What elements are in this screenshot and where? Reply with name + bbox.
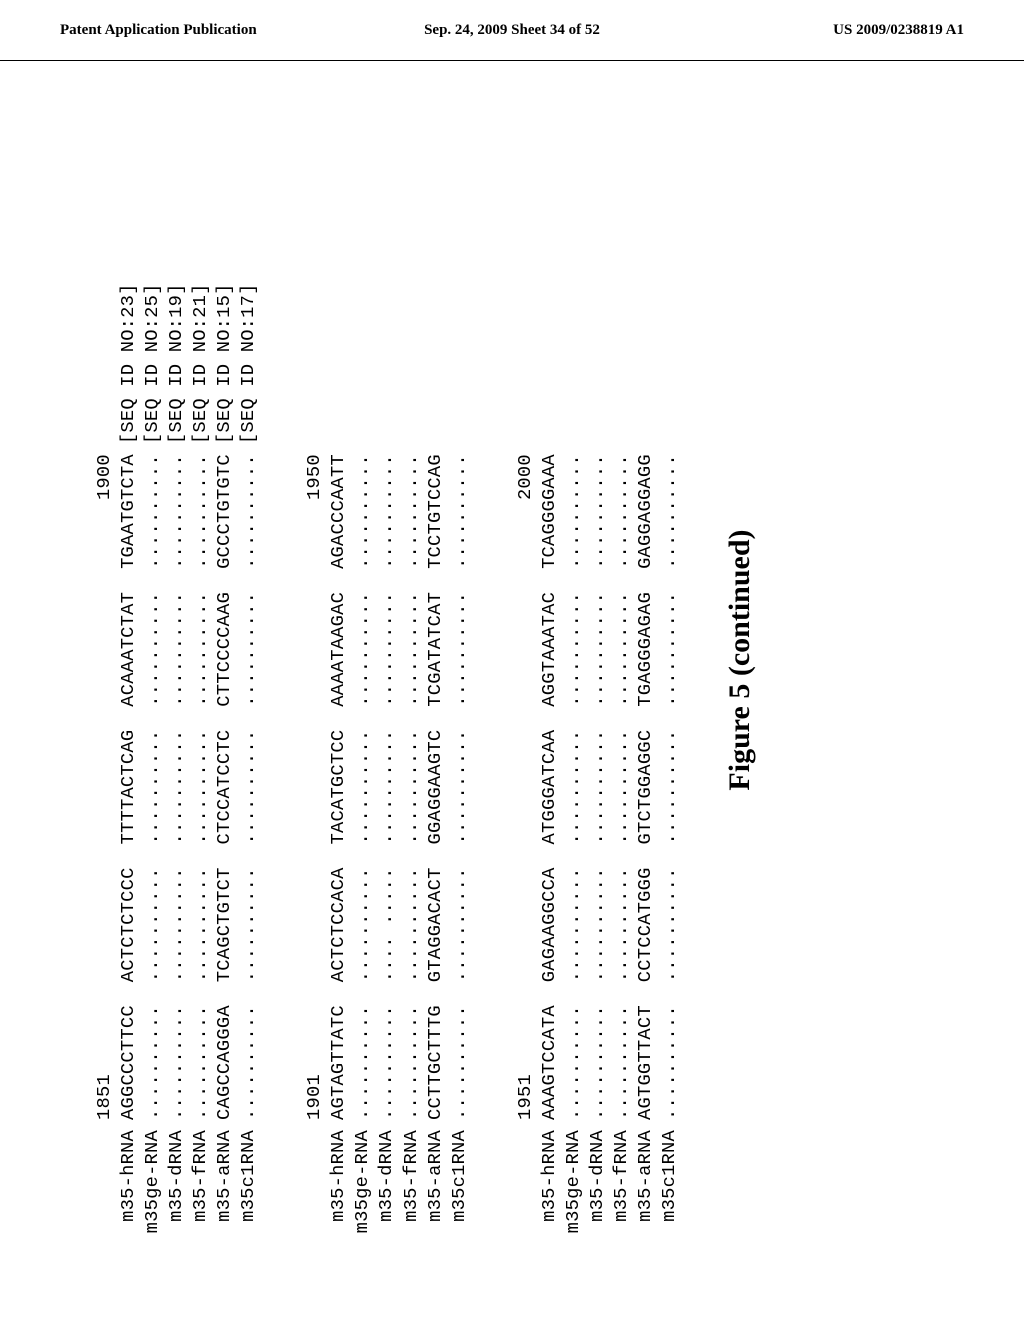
sequence-residues: .......... .......... .......... .......… [399,454,423,1120]
sequence-row: m35-fRNA .......... .......... ..........… [609,80,633,1240]
sequence-row: m35c1RNA .......... .......... ..........… [657,80,681,1240]
sequence-residues: .......... .......... .......... .......… [188,454,212,1120]
sequence-row: m35-aRNA CAGCCAGGGA TCAGCTGTCT CTCCATCCTC… [212,80,236,1240]
sequence-label: m35c1RNA [447,1130,471,1240]
sequence-label: m35-hRNA [116,1130,140,1240]
sequence-row: m35-dRNA .......... .......... ..........… [585,80,609,1240]
alignment-block: 1851 1900m35-hRNA AGGCCCTTCC ACTCTCTCCC T… [92,80,260,1240]
sequence-id-tag: [SEQ ID NO:17] [236,283,260,444]
position-label-spacer [302,1130,326,1240]
sequence-residues: .......... .... ..... .......... .......… [374,454,398,1120]
sequence-row: m35-dRNA .......... .... ..... ..........… [374,80,398,1240]
sequence-label: m35-fRNA [399,1130,423,1240]
position-ruler: 1901 1950 [302,80,326,1240]
sequence-id-tag: [SEQ ID NO:25] [140,283,164,444]
alignment-block: 1901 1950m35-hRNA AGTAGTTATC ACTCTCCACA T… [302,80,470,1240]
sequence-residues: .......... .......... .......... .......… [447,454,471,1120]
sequence-residues: AGTGGTTACT CCTCCATGGG GTCTGGAGGC TGAGGGA… [633,454,657,1120]
sequence-label: m35-hRNA [326,1130,350,1240]
sequence-row: m35ge-RNA .......... .......... .........… [350,80,374,1240]
sequence-label: m35-hRNA [537,1130,561,1240]
sequence-residues: .......... .......... .......... .......… [609,454,633,1120]
sequence-row: m35-hRNA AGGCCCTTCC ACTCTCTCCC TTTTACTCAG… [116,80,140,1240]
sequence-row: m35-aRNA CCTTGCTTTG GTAGGACACT GGAGGAAGTC… [423,80,447,1240]
sequence-label: m35ge-RNA [561,1130,585,1240]
sequence-id-tag: [SEQ ID NO:21] [188,283,212,444]
sequence-label: m35ge-RNA [350,1130,374,1240]
sequence-alignment: 1851 1900m35-hRNAAGGCCCTTCC ACTCTCTCCC T… [92,80,681,1240]
sequence-residues: .......... .......... .......... .......… [164,454,188,1120]
sequence-residues: CAGCCAGGGA TCAGCTGTCT CTCCATCCTC CTTCCCC… [212,454,236,1120]
sequence-id-tag: [SEQ ID NO:23] [116,283,140,444]
sequence-label: m35c1RNA [236,1130,260,1240]
sequence-row: m35-aRNA AGTGGTTACT CCTCCATGGG GTCTGGAGGC… [633,80,657,1240]
header-right: US 2009/0238819 A1 [833,22,964,39]
sequence-residues: .......... .......... .......... .......… [140,454,164,1120]
sequence-row: m35-fRNA .......... .......... ..........… [399,80,423,1240]
sequence-label: m35c1RNA [657,1130,681,1240]
position-numbers: 1851 1900 [92,454,116,1120]
sequence-row: m35-hRNA AGTAGTTATC ACTCTCCACA TACATGCTCC… [326,80,350,1240]
sequence-residues: AAAGTCCATA GAGAAGGCCA ATGGGATCAA AGGTAAA… [537,454,561,1120]
alignment-block: 1951 2000m35-hRNA AAAGTCCATA GAGAAGGCCA A… [513,80,681,1240]
position-numbers: 1951 2000 [513,454,537,1120]
sequence-label: m35-aRNA [633,1130,657,1240]
sequence-residues: AGGCCCTTCC ACTCTCTCCC TTTTACTCAG ACAAATC… [116,454,140,1120]
position-label-spacer [92,1130,116,1240]
figure-body: 1851 1900m35-hRNAAGGCCCTTCC ACTCTCTCCC T… [92,80,932,1240]
sequence-label: m35ge-RNA [140,1130,164,1240]
sequence-label: m35-dRNA [585,1130,609,1240]
sequence-residues: .......... .......... .......... .......… [350,454,374,1120]
position-ruler: 1951 2000 [513,80,537,1240]
sequence-id-tag: [SEQ ID NO:19] [164,283,188,444]
sequence-row: m35-dRNA .......... .......... ..........… [164,80,188,1240]
sequence-row: m35ge-RNA .......... .......... .........… [561,80,585,1240]
page-header: Patent Application Publication Sep. 24, … [0,0,1024,61]
position-numbers: 1901 1950 [302,454,326,1120]
sequence-label: m35-aRNA [212,1130,236,1240]
sequence-residues: AGTAGTTATC ACTCTCCACA TACATGCTCC AAAATAA… [326,454,350,1120]
sequence-row: m35-fRNA .......... .......... ..........… [188,80,212,1240]
sequence-row: m35-hRNA AAAGTCCATA GAGAAGGCCA ATGGGATCAA… [537,80,561,1240]
position-label-spacer [513,1130,537,1240]
sequence-residues: .......... .......... .......... .......… [657,454,681,1120]
sequence-label: m35-dRNA [374,1130,398,1240]
sequence-label: m35-dRNA [164,1130,188,1240]
sequence-row: m35c1RNA .......... .......... ..........… [236,80,260,1240]
sequence-label: m35-fRNA [188,1130,212,1240]
sequence-residues: CCTTGCTTTG GTAGGACACT GGAGGAAGTC TCGATAT… [423,454,447,1120]
sequence-id-tag: [SEQ ID NO:15] [212,283,236,444]
sequence-residues: .......... .......... .......... .......… [236,454,260,1120]
position-ruler: 1851 1900 [92,80,116,1240]
sequence-row: m35c1RNA .......... .......... ..........… [447,80,471,1240]
sequence-row: m35ge-RNA .......... .......... .........… [140,80,164,1240]
sequence-residues: .......... .......... .......... .......… [585,454,609,1120]
sequence-residues: .......... .......... .......... .......… [561,454,585,1120]
sequence-label: m35-fRNA [609,1130,633,1240]
sequence-label: m35-aRNA [423,1130,447,1240]
figure-title: Figure 5 (continued) [723,80,757,1240]
